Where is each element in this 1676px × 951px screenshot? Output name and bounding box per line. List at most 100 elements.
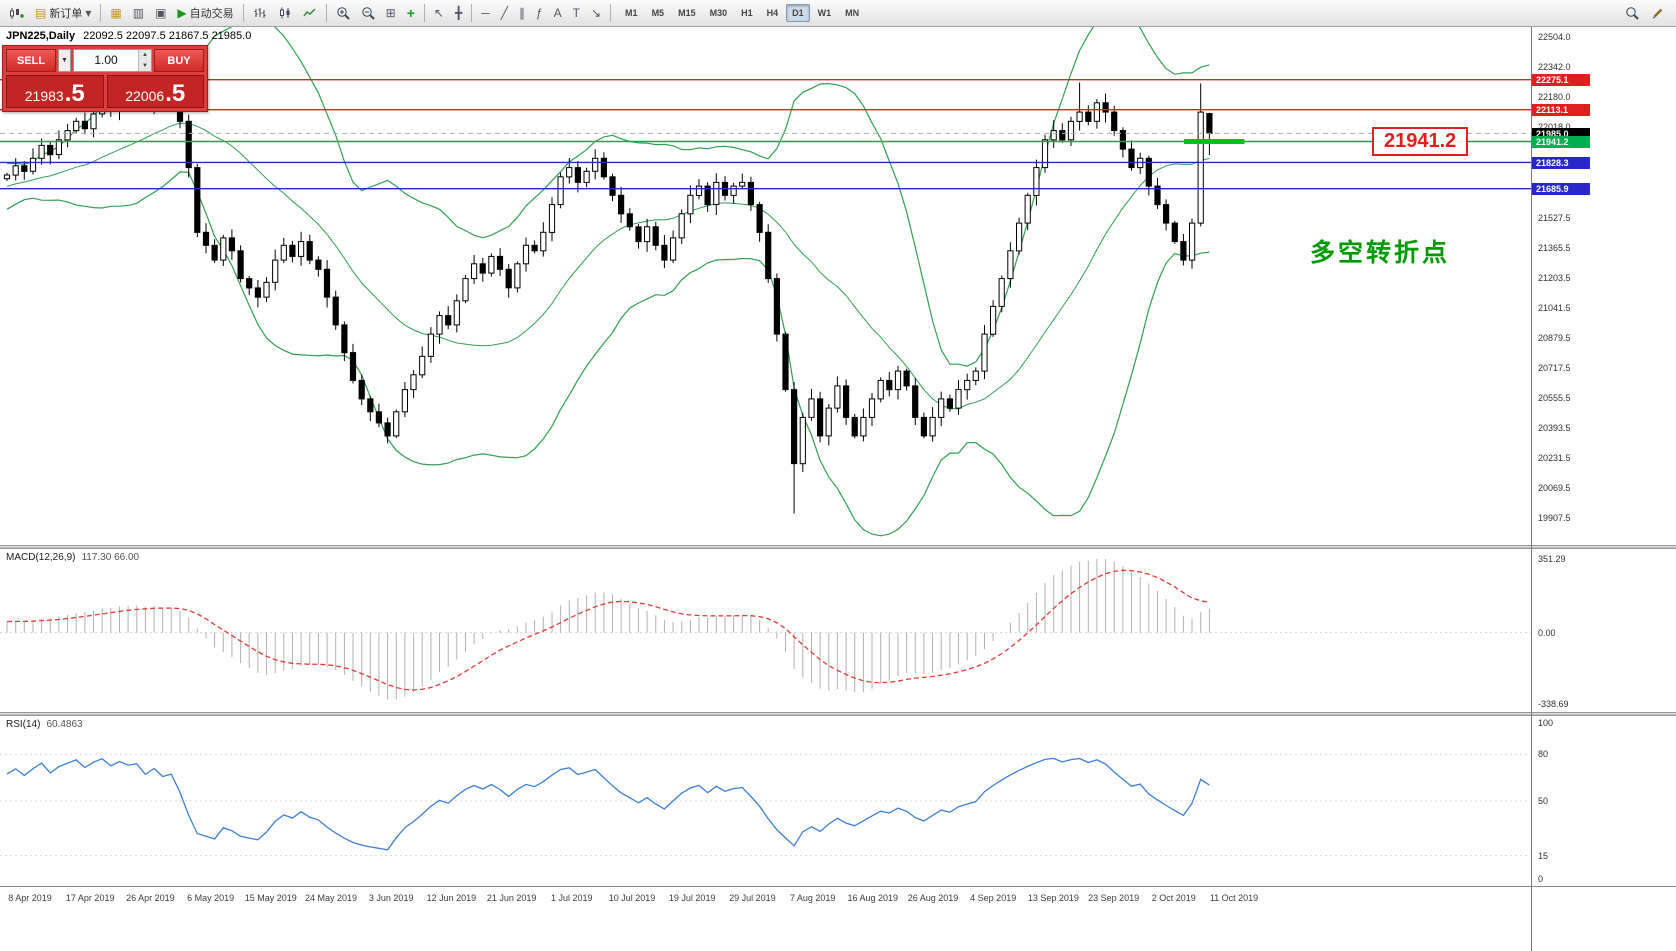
new-order-button[interactable]: ▤ 新订单 ▾ bbox=[30, 2, 96, 24]
price-tag-21828.3: 21828.3 bbox=[1532, 156, 1590, 169]
panel-splitter[interactable] bbox=[0, 545, 1531, 549]
timeframe-button-mn[interactable]: MN bbox=[845, 8, 860, 18]
candlestick-mode-button[interactable] bbox=[273, 2, 297, 24]
timeframe-button-m5[interactable]: M5 bbox=[651, 8, 665, 18]
bar-chart-icon bbox=[254, 8, 266, 18]
auto-trading-button[interactable]: ▶ 自动交易 bbox=[172, 2, 238, 24]
new-order-label: 新订单 bbox=[49, 8, 83, 20]
date-axis-label: 21 Jun 2019 bbox=[486, 893, 537, 903]
channel-tool-button[interactable]: ∥ bbox=[514, 2, 530, 24]
symbol-name: JPN225,Daily bbox=[6, 30, 76, 42]
search-button[interactable] bbox=[1620, 2, 1644, 24]
label-tool-button[interactable]: T bbox=[568, 2, 585, 24]
search-icon bbox=[1626, 7, 1639, 20]
rsi-panel[interactable]: RSI(14) 60.4863 bbox=[0, 716, 1531, 886]
fibonacci-tool-button[interactable]: ƒ bbox=[531, 2, 548, 24]
timeframe-group: M1 M5 M15 M30 H1 H4 D1 W1 MN bbox=[619, 4, 865, 22]
date-axis-label: 12 Jun 2019 bbox=[426, 893, 477, 903]
new-chart-button[interactable] bbox=[4, 2, 29, 24]
buy-button[interactable]: BUY bbox=[154, 49, 204, 72]
date-axis-label: 29 Jul 2019 bbox=[729, 893, 776, 903]
sell-price[interactable]: 21983.5 bbox=[6, 75, 104, 108]
price-tag-22275.1: 22275.1 bbox=[1532, 74, 1590, 87]
lot-spinner[interactable]: ▲ ▼ bbox=[138, 50, 151, 71]
hline-tool-button[interactable]: ─ bbox=[476, 2, 495, 24]
horizontal-lines-layer[interactable] bbox=[0, 79, 1531, 190]
date-axis-label: 16 Aug 2019 bbox=[847, 893, 899, 903]
date-axis-label: 11 Oct 2019 bbox=[1209, 893, 1259, 903]
price-axis-label: 20231.5 bbox=[1538, 452, 1571, 463]
candles-layer bbox=[3, 82, 1213, 514]
order-type-dropdown[interactable]: ▼ bbox=[58, 49, 71, 72]
lot-increment-button[interactable]: ▲ bbox=[139, 50, 151, 61]
rsi-line bbox=[6, 757, 1210, 851]
rsi-axis-label: 50 bbox=[1538, 796, 1549, 806]
buy-price[interactable]: 22006.5 bbox=[106, 75, 204, 108]
macd-axis-label: 0.00 bbox=[1538, 627, 1556, 638]
price-panel[interactable]: JPN225,Daily 22092.5 22097.5 21867.5 2198… bbox=[0, 27, 1531, 545]
sell-button[interactable]: SELL bbox=[6, 49, 56, 72]
date-axis-label: 2 Oct 2019 bbox=[1151, 893, 1196, 903]
macd-axis-label: 351.29 bbox=[1538, 553, 1566, 564]
timeframe-button-w1[interactable]: W1 bbox=[817, 8, 832, 18]
indicators-button[interactable]: + bbox=[402, 2, 420, 24]
lot-decrement-button[interactable]: ▼ bbox=[139, 60, 151, 71]
macd-label: MACD(12,26,9) 117.30 66.00 bbox=[6, 552, 140, 563]
date-axis-label: 24 May 2019 bbox=[304, 893, 358, 903]
panel-splitter[interactable] bbox=[0, 712, 1531, 716]
price-chart[interactable] bbox=[0, 27, 1531, 545]
date-axis-label: 8 Apr 2019 bbox=[8, 893, 52, 903]
date-axis-label: 3 Jun 2019 bbox=[368, 893, 414, 903]
timeframe-button-h4[interactable]: H4 bbox=[766, 8, 779, 18]
rsi-chart[interactable] bbox=[0, 716, 1531, 886]
line-chart-mode-button[interactable] bbox=[298, 2, 322, 24]
rsi-axis-label: 15 bbox=[1538, 850, 1549, 861]
cursor-tool-button[interactable]: ↖ bbox=[429, 2, 449, 24]
data-window-button[interactable]: ▣ bbox=[150, 2, 171, 24]
price-tag-22113.1: 22113.1 bbox=[1532, 104, 1590, 117]
date-axis[interactable]: 8 Apr 2019 17 Apr 2019 26 Apr 2019 6 May 20… bbox=[0, 886, 1531, 910]
text-tool-button[interactable]: A bbox=[549, 2, 567, 24]
price-axis-label: 21365.5 bbox=[1538, 242, 1571, 253]
date-axis-label: 17 Apr 2019 bbox=[65, 893, 115, 903]
zoom-in-button[interactable] bbox=[331, 2, 355, 24]
timeframe-button-h1[interactable]: H1 bbox=[741, 8, 753, 18]
toolbar-separator bbox=[610, 4, 612, 22]
price-axis-label: 20717.5 bbox=[1538, 362, 1571, 373]
arrow-tool-button[interactable]: ↘ bbox=[586, 2, 606, 24]
toolbar-right-group bbox=[1620, 2, 1672, 24]
rsi-value: 60.4863 bbox=[46, 719, 83, 730]
toolbar-separator bbox=[325, 4, 327, 22]
lot-size-field[interactable]: 1.00 ▲ ▼ bbox=[73, 49, 152, 72]
date-axis-label: 7 Aug 2019 bbox=[789, 893, 836, 903]
price-tag-21941.2: 21941.2 bbox=[1532, 135, 1590, 148]
date-axis-label: 6 May 2019 bbox=[187, 893, 235, 903]
bar-chart-mode-button[interactable] bbox=[248, 2, 272, 24]
edit-button[interactable] bbox=[1646, 2, 1670, 24]
new-order-icon: ▤ bbox=[35, 6, 47, 20]
price-axis-label: 20555.5 bbox=[1538, 392, 1571, 403]
tile-windows-button[interactable]: ⊞ bbox=[381, 2, 401, 24]
timeframe-button-m15[interactable]: M15 bbox=[678, 8, 696, 18]
timeframe-button-m1[interactable]: M1 bbox=[625, 8, 638, 18]
lot-size-value[interactable]: 1.00 bbox=[94, 53, 118, 67]
line-chart-icon bbox=[303, 8, 316, 17]
crosshair-tool-button[interactable]: ╋ bbox=[450, 2, 467, 24]
axis-splitter bbox=[1532, 712, 1676, 716]
trendline-tool-button[interactable]: ╱ bbox=[496, 2, 513, 24]
timeframe-button-m30[interactable]: M30 bbox=[709, 8, 728, 18]
date-axis-label: 23 Sep 2019 bbox=[1088, 893, 1140, 903]
zoom-out-button[interactable] bbox=[356, 2, 380, 24]
profiles-button[interactable]: ▦ bbox=[105, 2, 126, 24]
macd-values: 117.30 66.00 bbox=[81, 552, 140, 563]
timeframe-button-d1[interactable]: D1 bbox=[786, 4, 810, 22]
macd-chart[interactable] bbox=[0, 549, 1531, 712]
market-watch-button[interactable]: ▥ bbox=[128, 2, 149, 24]
date-axis-label: 13 Sep 2019 bbox=[1027, 893, 1079, 903]
symbol-title: JPN225,Daily 22092.5 22097.5 21867.5 2198… bbox=[6, 30, 251, 42]
date-axis-label: 1 Jul 2019 bbox=[551, 893, 593, 903]
macd-panel[interactable]: MACD(12,26,9) 117.30 66.00 bbox=[0, 549, 1531, 712]
chevron-down-icon: ▾ bbox=[85, 6, 92, 20]
price-axis[interactable]: 22504.0 22342.0 22180.0 22018.0 21527.5 21365… bbox=[1531, 27, 1676, 951]
